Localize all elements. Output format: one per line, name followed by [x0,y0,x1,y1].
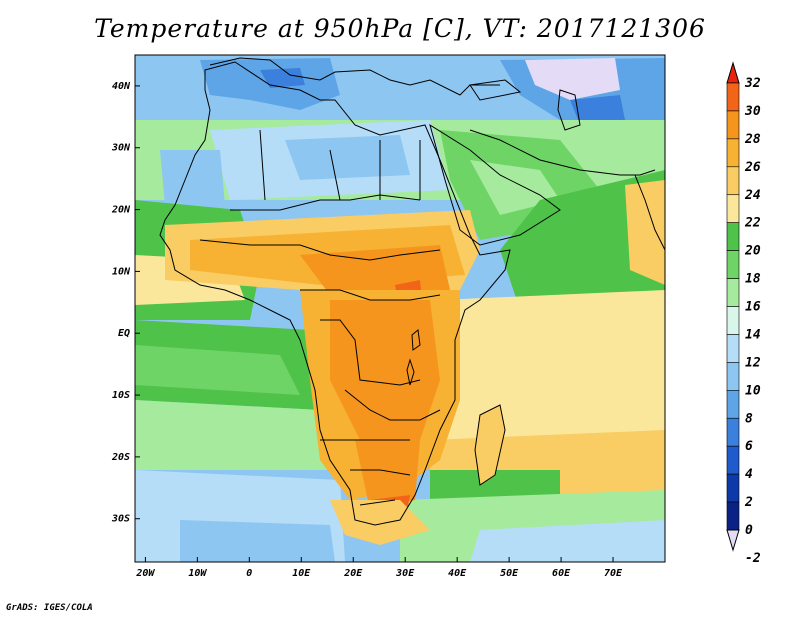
x-tick-label: 50E [500,568,519,579]
x-tick-label: 70E [604,568,623,579]
temperature-field [135,55,665,562]
y-axis: 40N 30N 20N 10N EQ 10S 20S 30S [111,81,140,525]
x-tick-label: 40E [448,568,467,579]
colorbar-label: 30 [744,104,761,119]
grads-credit: GrADS: IGES/COLA [6,603,93,613]
colorbar-label: 8 [745,411,753,426]
colorbar-label: 6 [745,439,753,454]
x-tick-label: 20E [343,568,363,579]
colorbar-swatch [726,390,740,419]
colorbar-label: 20 [744,244,761,259]
x-axis: 20W 10W 0 10E 20E 30E 40E 50E 60E 70E [135,557,623,579]
y-tick-label: 20S [111,452,130,463]
colorbar-label: 18 [745,272,761,287]
y-tick-label: 40N [112,81,131,92]
y-tick-label: 20N [111,205,131,216]
colorbar-top-arrow [726,61,740,84]
colorbar-label: 0 [745,523,753,538]
colorbar-label: 14 [745,327,761,342]
y-tick-label: EQ [118,328,130,339]
colorbar-swatch [726,138,740,168]
x-tick-label: 60E [552,568,571,579]
plot-frame [134,54,666,563]
colorbar-label: 12 [745,355,761,370]
colorbar-swatch [726,110,740,140]
colorbar-swatch [726,82,740,112]
colorbar-label: -2 [745,551,761,566]
colorbar-swatch [726,445,740,475]
colorbar-swatch [726,306,740,335]
x-tick-label: 10W [188,568,207,579]
colorbar-swatch [726,222,740,251]
colorbar-swatch [726,166,740,196]
colorbar-label: 22 [744,216,761,231]
y-tick-label: 10N [112,266,131,277]
colorbar-swatch [726,473,740,503]
colorbar-swatch [726,278,740,307]
x-tick-label: 20W [135,568,155,579]
colorbar-label: 2 [744,495,753,510]
colorbar-label: 24 [744,188,761,203]
colorbar-label: 28 [744,132,761,147]
colorbar-swatch [726,501,740,531]
x-tick-label: 0 [246,568,252,579]
colorbar-swatch [726,417,740,447]
colorbar-label: 32 [744,76,761,91]
x-tick-label: 30E [395,568,415,579]
coastline-overlay [159,57,665,526]
x-tick-label: 10E [292,568,311,579]
y-tick-label: 30N [111,143,131,154]
colorbar-swatch [726,362,740,391]
y-tick-label: 30S [111,514,130,525]
map-title: Temperature at 950hPa [C], VT: 201712130… [94,14,706,43]
colorbar-swatch [726,194,740,223]
colorbar-bottom-arrow [726,529,740,552]
colorbar-label: 4 [745,467,753,482]
colorbar-label: 10 [745,383,761,398]
colorbar-label: 26 [744,160,761,175]
y-tick-label: 10S [112,390,130,401]
colorbar-swatch [726,334,740,363]
colorbar-swatch [726,250,740,279]
colorbar-label: 16 [745,300,761,315]
